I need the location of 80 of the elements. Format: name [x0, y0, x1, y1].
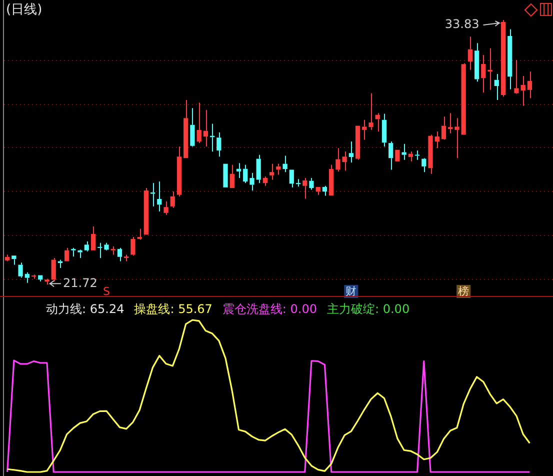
candlestick: [269, 163, 274, 180]
candlestick: [170, 191, 175, 208]
candlestick: [355, 126, 360, 160]
candlestick: [282, 155, 288, 173]
candlestick: [84, 240, 89, 252]
candlestick: [250, 172, 254, 191]
candlestick: [24, 272, 30, 284]
candlestick: [144, 188, 148, 235]
candlestick: [130, 236, 136, 256]
candlestick: [500, 20, 506, 97]
text: 震仓洗盘线: 0.00: [222, 302, 317, 316]
candlestick: [514, 60, 519, 94]
candlestick: [4, 254, 10, 262]
candlestick: [362, 119, 367, 140]
candlestick: [474, 42, 480, 82]
text: 主力破绽: 0.00: [327, 302, 410, 316]
candlestick: [414, 150, 420, 160]
candlestick: [309, 178, 314, 190]
candlestick: [408, 151, 413, 162]
candlestick: [71, 247, 76, 257]
candlestick: [78, 250, 82, 258]
candlestick: [289, 170, 294, 188]
candlestick: [322, 185, 328, 196]
candlestick: [336, 148, 340, 172]
annotation: S: [103, 284, 110, 298]
candlestick: [454, 118, 460, 159]
candlestick: [428, 134, 433, 174]
candlestick: [216, 132, 222, 158]
candlestick: [196, 102, 202, 144]
candlestick: [256, 154, 261, 184]
candlestick: [157, 180, 162, 212]
annotation: 榜: [458, 284, 470, 298]
candlestick: [527, 71, 532, 99]
chart-title: (日线): [6, 2, 42, 18]
text: 操盘线: 55.67: [134, 302, 212, 316]
text: 动力线: 65.24: [46, 302, 124, 316]
candlestick: [441, 116, 446, 140]
candlestick: [44, 278, 50, 286]
candlestick: [124, 254, 129, 262]
candlestick: [302, 178, 308, 200]
candlestick: [368, 92, 374, 130]
candlestick: [164, 200, 168, 216]
candlestick: [448, 112, 453, 134]
candlestick: [203, 109, 208, 148]
candlestick: [236, 162, 242, 178]
candlestick: [104, 242, 109, 250]
annotation: 财: [346, 284, 357, 298]
candlestick: [230, 164, 234, 188]
candlestick: [31, 274, 36, 280]
candlestick: [342, 151, 347, 172]
candlestick: [110, 246, 116, 256]
candlestick: [481, 54, 486, 94]
candlestick: [90, 226, 96, 250]
annotation: 33.83: [444, 17, 480, 32]
candlestick: [508, 28, 512, 90]
candlestick: [520, 75, 526, 106]
candlestick: [388, 141, 394, 170]
candlestick: [348, 141, 354, 163]
candlestick: [296, 178, 301, 188]
candlestick: [494, 73, 499, 100]
candlestick: [51, 257, 56, 282]
candlestick: [402, 143, 406, 160]
candlestick: [262, 176, 268, 186]
candlestick: [243, 164, 248, 184]
candlestick: [468, 36, 472, 70]
candlestick: [12, 256, 16, 266]
candlestick: [422, 158, 426, 173]
candlestick: [64, 247, 70, 262]
candlestick: [117, 247, 122, 262]
candlestick: [176, 146, 182, 197]
candlestick: [434, 130, 440, 149]
candlestick: [329, 164, 334, 196]
annotation: 21.72: [62, 276, 98, 290]
candlestick: [488, 48, 492, 90]
candlestick: [18, 262, 23, 278]
candlestick: [184, 99, 188, 158]
candlestick: [382, 113, 387, 148]
candlestick: [316, 186, 320, 196]
candlestick: [98, 242, 102, 258]
candlestick: [38, 275, 43, 282]
